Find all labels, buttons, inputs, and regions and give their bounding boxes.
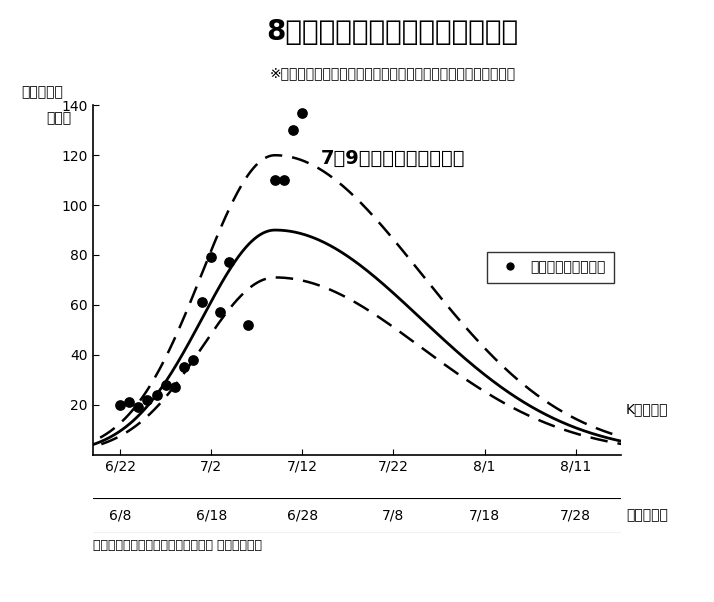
Point [296, 108, 308, 117]
Point [242, 320, 253, 330]
Point [169, 382, 181, 392]
Point [269, 175, 281, 185]
Point [196, 297, 208, 307]
Point [278, 175, 290, 185]
Point [142, 395, 154, 405]
Point [223, 258, 235, 267]
Text: （人）: （人） [46, 111, 71, 125]
Point [124, 397, 135, 407]
Legend: 実際の新規感染者数: 実際の新規感染者数 [488, 252, 614, 282]
Text: 6/18: 6/18 [196, 508, 227, 523]
Text: 7/18: 7/18 [469, 508, 500, 523]
Text: 新規感染者: 新規感染者 [21, 85, 64, 99]
Point [206, 253, 217, 262]
Text: 8府県の新規感染者数の推移予測: 8府県の新規感染者数の推移予測 [266, 18, 519, 46]
Point [288, 125, 299, 135]
Point [160, 380, 171, 389]
Point [215, 308, 226, 317]
Text: 7/28: 7/28 [560, 508, 591, 523]
Text: ※神奈川、千葉、埼玉、愛知、大阪、兵庫、京都、福岡の各府県: ※神奈川、千葉、埼玉、愛知、大阪、兵庫、京都、福岡の各府県 [270, 66, 516, 80]
Text: 提供：大阪大学核物理研究センター 中野貴志教授: 提供：大阪大学核物理研究センター 中野貴志教授 [93, 539, 262, 552]
Text: 6/28: 6/28 [287, 508, 318, 523]
Point [114, 400, 126, 409]
Point [151, 390, 162, 400]
Text: 推定感染日: 推定感染日 [626, 508, 668, 523]
Point [133, 402, 144, 412]
Text: K値モデル: K値モデル [625, 403, 668, 417]
Text: 7/8: 7/8 [382, 508, 405, 523]
Text: 6/8: 6/8 [109, 508, 131, 523]
Point [187, 355, 198, 365]
Point [178, 362, 190, 372]
Text: 7月9日（木）頃にピーク: 7月9日（木）頃にピーク [321, 149, 465, 168]
